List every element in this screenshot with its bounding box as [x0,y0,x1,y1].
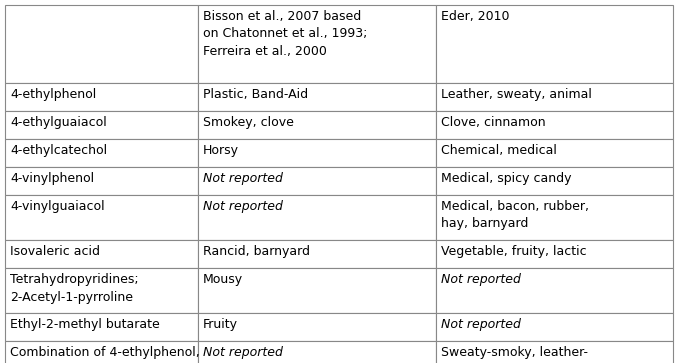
Text: Eder, 2010: Eder, 2010 [441,10,510,23]
Bar [436,139,673,167]
Bar [5,83,198,111]
Text: 4-ethylphenol: 4-ethylphenol [10,88,96,101]
Bar [5,111,198,139]
Bar [198,5,436,83]
Text: Fruity: Fruity [203,318,238,331]
Text: Isovaleric acid: Isovaleric acid [10,245,100,258]
Text: Not reported: Not reported [441,318,521,331]
Text: Combination of 4-ethylphenol,
4-ethylguaiacol  &    IVS
(1:3,4:20,8): Combination of 4-ethylphenol, 4-ethylgua… [10,346,200,363]
Text: Bisson et al., 2007 based
on Chatonnet et al., 1993;
Ferreira et al., 2000: Bisson et al., 2007 based on Chatonnet e… [203,10,367,58]
Text: Horsy: Horsy [203,144,239,157]
Text: Smokey, clove: Smokey, clove [203,116,294,129]
Bar [5,5,198,83]
Text: 4-vinylguaiacol: 4-vinylguaiacol [10,200,105,213]
Bar [436,83,673,111]
Bar [198,268,436,313]
Text: Not reported: Not reported [203,200,283,213]
Text: Tetrahydropyridines;
2-Acetyl-1-pyrroline: Tetrahydropyridines; 2-Acetyl-1-pyrrolin… [10,273,138,303]
Text: Clove, cinnamon: Clove, cinnamon [441,116,546,129]
Bar [436,341,673,363]
Bar [198,313,436,341]
Text: 4-ethylcatechol: 4-ethylcatechol [10,144,107,157]
Bar [5,167,198,195]
Text: Leather, sweaty, animal: Leather, sweaty, animal [441,88,592,101]
Bar [198,83,436,111]
Bar [5,341,198,363]
Text: Medical, bacon, rubber,
hay, barnyard: Medical, bacon, rubber, hay, barnyard [441,200,589,231]
Bar [5,139,198,167]
Bar [436,195,673,240]
Text: Medical, spicy candy: Medical, spicy candy [441,172,572,185]
Bar [198,139,436,167]
Text: Ethyl-2-methyl butarate: Ethyl-2-methyl butarate [10,318,160,331]
Text: 4-vinylphenol: 4-vinylphenol [10,172,94,185]
Bar [198,111,436,139]
Text: 4-ethylguaiacol: 4-ethylguaiacol [10,116,107,129]
Bar [5,268,198,313]
Bar [436,167,673,195]
Bar [436,313,673,341]
Text: Not reported: Not reported [203,346,283,359]
Text: Rancid, barnyard: Rancid, barnyard [203,245,310,258]
Text: Mousy: Mousy [203,273,243,286]
Bar [5,240,198,268]
Text: Not reported: Not reported [203,172,283,185]
Text: Plastic, Band-Aid: Plastic, Band-Aid [203,88,308,101]
Bar [5,313,198,341]
Bar [198,341,436,363]
Bar [436,268,673,313]
Bar [198,240,436,268]
Text: Chemical, medical: Chemical, medical [441,144,557,157]
Text: Vegetable, fruity, lactic: Vegetable, fruity, lactic [441,245,587,258]
Bar [198,167,436,195]
Text: Sweaty-smoky, leather-
smoky, manure-smoky: Sweaty-smoky, leather- smoky, manure-smo… [441,346,588,363]
Bar [436,111,673,139]
Bar [436,240,673,268]
Bar [198,195,436,240]
Bar [5,195,198,240]
Text: Not reported: Not reported [441,273,521,286]
Bar [436,5,673,83]
